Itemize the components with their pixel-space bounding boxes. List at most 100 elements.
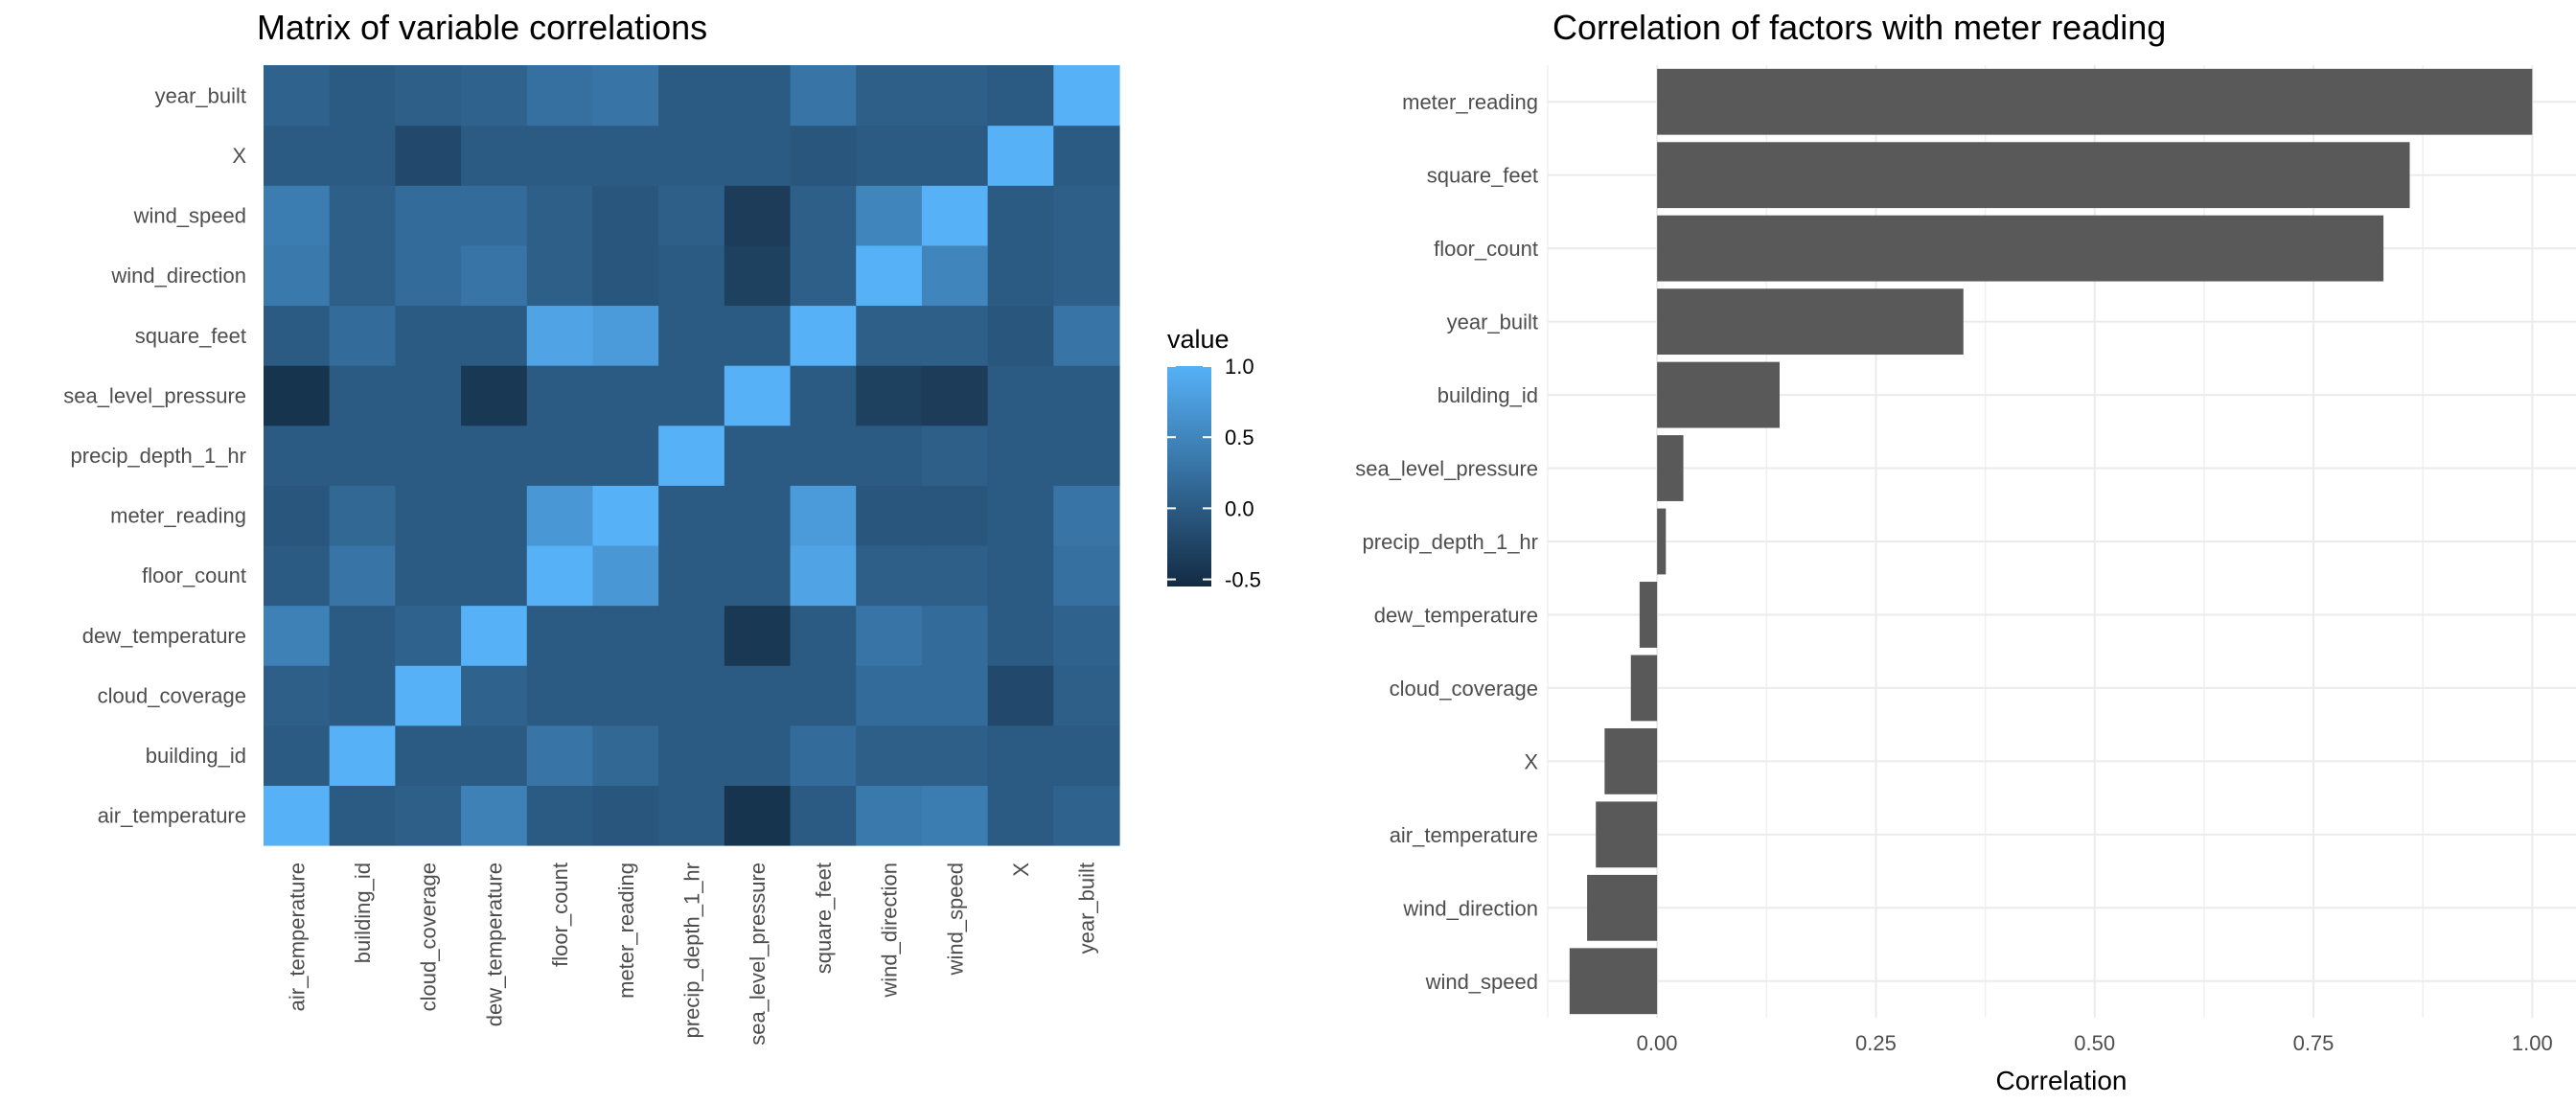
heatmap-cell (1053, 365, 1120, 426)
heatmap-cell (987, 185, 1054, 246)
heatmap-cell (461, 244, 528, 307)
heatmap-x-tick-label: building_id (351, 862, 375, 963)
heatmap-cell (526, 544, 594, 607)
heatmap-cell (856, 544, 923, 607)
heatmap-cell (790, 665, 857, 726)
heatmap-cell (592, 65, 659, 126)
heatmap-cell (329, 485, 396, 546)
heatmap-cell (1053, 665, 1120, 726)
heatmap-cell (461, 185, 528, 246)
heatmap-y-tick-label: dew_temperature (82, 624, 246, 648)
heatmap-cell (395, 65, 462, 126)
heatmap-cell (790, 785, 857, 846)
heatmap-y-tick-label: meter_reading (110, 504, 246, 528)
heatmap-cell (592, 125, 659, 186)
bar-x-tick-label: 0.25 (1855, 1031, 1897, 1055)
heatmap-cell (395, 125, 462, 186)
heatmap-cell (592, 185, 659, 246)
heatmap-cell (724, 244, 792, 307)
heatmap-cell (395, 185, 462, 246)
heatmap-cell (395, 665, 462, 726)
bar (1639, 582, 1658, 648)
heatmap-cell (987, 485, 1054, 546)
heatmap-cell (724, 785, 792, 846)
heatmap-cell (790, 365, 857, 426)
heatmap-cell (264, 125, 331, 186)
heatmap-y-tick-label: floor_count (142, 564, 246, 587)
heatmap-cell (921, 544, 989, 607)
heatmap-cell (592, 785, 659, 846)
heatmap-cell (724, 185, 792, 246)
heatmap-y-tick-label: square_feet (135, 324, 246, 348)
heatmap-cell (526, 365, 594, 426)
bar-category-label: year_built (1447, 310, 1538, 334)
heatmap-cell (264, 485, 331, 546)
correlation-heatmap: air_temperature building_id cloud_coverage… (63, 65, 1120, 1046)
heatmap-cell (790, 724, 857, 786)
heatmap-cell (329, 244, 396, 307)
heatmap-x-tick-label: wind_direction (878, 862, 902, 999)
heatmap-cell (264, 305, 331, 366)
heatmap-cell (264, 724, 331, 786)
heatmap-cell (526, 185, 594, 246)
heatmap-cell (856, 305, 923, 366)
heatmap-cell (329, 785, 396, 846)
heatmap-cell (264, 244, 331, 307)
heatmap-x-tick-label: sea_level_pressure (746, 862, 770, 1046)
heatmap-cell (921, 125, 989, 186)
heatmap-cell (329, 665, 396, 726)
heatmap-cell (526, 65, 594, 126)
heatmap-cell (329, 605, 396, 666)
heatmap-cell (921, 785, 989, 846)
heatmap-cell (1053, 65, 1120, 126)
bar-category-label: square_feet (1427, 164, 1538, 188)
heatmap-cell (526, 305, 594, 366)
heatmap-cell (856, 65, 923, 126)
heatmap-cell (461, 605, 528, 666)
heatmap-cell (856, 185, 923, 246)
x-axis-title: Correlation (1996, 1066, 2128, 1095)
bar-category-label: sea_level_pressure (1355, 457, 1538, 481)
bar-category-label: air_temperature (1390, 823, 1538, 847)
heatmap-cell (526, 724, 594, 786)
heatmap-cell (592, 485, 659, 546)
heatmap-cell (395, 605, 462, 666)
bar (1657, 288, 1964, 356)
heatmap-cell (987, 125, 1054, 186)
heatmap-cell (592, 305, 659, 366)
heatmap-y-tick-label: year_built (155, 83, 246, 107)
heatmap-cell (724, 305, 792, 366)
legend-tick-label: 0.5 (1225, 426, 1254, 449)
heatmap-cell (329, 425, 396, 486)
legend-tick-label: -0.5 (1225, 568, 1261, 592)
bar (1604, 727, 1658, 794)
meter-correlation-bar-chart: meter_reading square_feet floor_count year_… (1355, 65, 2576, 1095)
heatmap-cell (329, 544, 396, 607)
heatmap-cell (921, 244, 989, 307)
heatmap-cell (461, 305, 528, 366)
heatmap-y-tick-label: wind_speed (133, 204, 246, 228)
heatmap-cell (987, 244, 1054, 307)
heatmap-cell (987, 425, 1054, 486)
heatmap-x-tick-label: square_feet (812, 862, 836, 974)
heatmap-cell (658, 185, 725, 246)
heatmap-cell (658, 125, 725, 186)
heatmap-cell (329, 305, 396, 366)
heatmap-cell (1053, 785, 1120, 846)
heatmap-cell (1053, 485, 1120, 546)
heatmap-cell (461, 425, 528, 486)
heatmap-cell (329, 365, 396, 426)
heatmap-cell (790, 125, 857, 186)
bar (1587, 874, 1658, 941)
heatmap-cell (1053, 724, 1120, 786)
heatmap-y-tick-label: cloud_coverage (98, 684, 246, 708)
heatmap-cell (461, 65, 528, 126)
bar-category-label: wind_direction (1402, 896, 1538, 920)
bar-chart-title: Correlation of factors with meter readin… (1552, 8, 2167, 47)
heatmap-cell (264, 65, 331, 126)
heatmap-x-tick-label: wind_speed (943, 862, 967, 976)
heatmap-cell (1053, 185, 1120, 246)
heatmap-cell (987, 665, 1054, 726)
heatmap-x-tick-label: cloud_coverage (417, 862, 441, 1011)
